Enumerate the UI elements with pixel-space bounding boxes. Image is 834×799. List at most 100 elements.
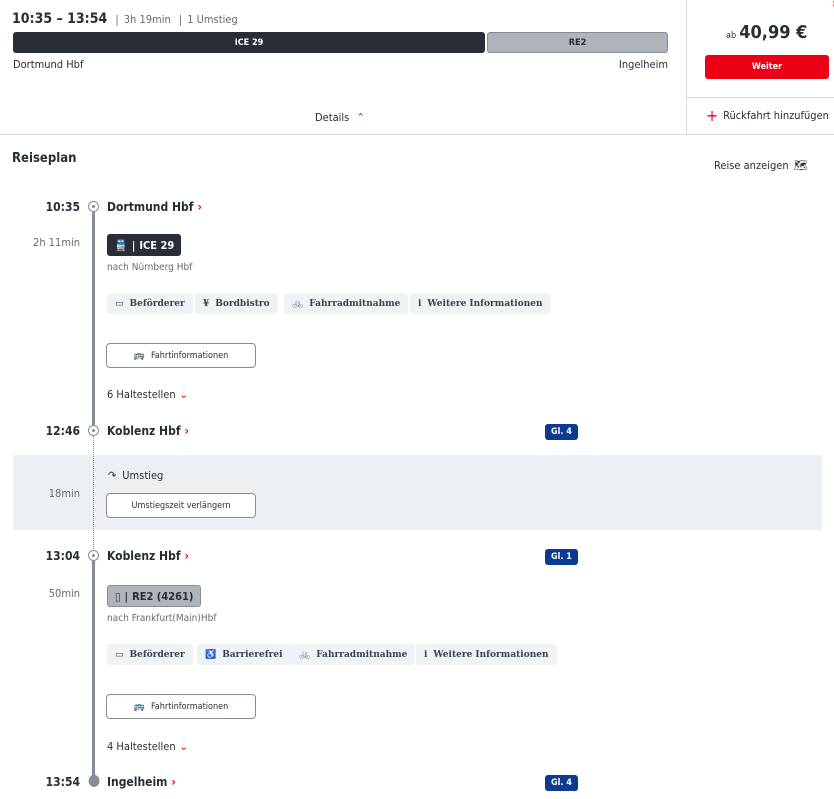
button-label: Fahrtinformationen [150,350,229,361]
transfer-icon: ↷ [108,469,117,482]
chip-bike[interactable]: 🚲 Fahrradmitnahme [284,293,409,314]
stops-toggle[interactable]: 6 Haltestellen ⌄ [107,388,188,401]
bus-icon: ▭ [115,649,124,660]
trip-info-icon: 🚌 [133,350,145,361]
add-return-label: Rückfahrt hinzufügen [723,109,829,122]
stops-label: 6 Haltestellen [107,388,176,401]
stops-label: 4 Haltestellen [107,740,176,753]
stops-toggle[interactable]: 4 Haltestellen ⌄ [107,740,188,753]
price: ab 40,99 € [726,22,807,43]
dep-time: 13:04 [45,549,80,563]
station-name: Ingelheim [107,775,168,789]
info-icon: i [424,649,428,660]
continue-button[interactable]: Weiter [705,55,829,79]
arr-time: 12:46 [45,424,80,438]
chevron-right-icon: › [171,775,176,789]
chip-label: Bordbistro [215,298,270,309]
chip-label: Fahrradmitnahme [316,649,408,660]
duration: 3h 19min [123,13,171,26]
station-link[interactable]: Ingelheim › [107,775,176,789]
show-trip-label: Reise anzeigen [714,159,789,172]
direction: nach Frankfurt(Main)Hbf [107,613,217,624]
segment-ice: ICE 29 [13,32,485,53]
stop-icon [88,425,99,436]
bus-icon: ▭ [115,298,124,309]
train-badge[interactable]: 🚆 | ICE 29 [107,234,182,256]
transfers: 1 Umstieg [187,13,238,26]
station-name: Dortmund Hbf [107,200,194,214]
chevron-down-icon: ⌄ [179,388,188,401]
button-label: Fahrtinformationen [150,701,229,712]
chevron-up-icon: ⌃ [356,111,365,124]
add-return-button[interactable]: + Rückfahrt hinzufügen [706,105,829,125]
chip-label: Beförderer [129,649,185,660]
more-icon[interactable]: ⋮ [829,0,834,8]
time-range: 10:35 – 13:54 [12,11,108,27]
train-name: RE2 (4261) [132,589,194,603]
station-link[interactable]: Dortmund Hbf › [107,200,202,214]
destination: Ingelheim [618,58,668,71]
chip-bike[interactable]: 🚲 Fahrradmitnahme [291,644,416,665]
platform-badge: Gl. 4 [545,424,578,440]
chip-label: Fahrradmitnahme [309,298,401,309]
cutlery-icon: ¥ [203,298,210,309]
timeline [92,561,95,779]
origin: Dortmund Hbf [13,58,84,71]
connection-summary: 10:35 – 13:54 | 3h 19min | 1 Umstieg [12,11,238,27]
stop-icon [88,201,99,212]
trip-info-icon: 🚌 [133,701,145,712]
platform-badge: Gl. 4 [545,775,578,791]
divider [686,97,834,98]
divider [0,134,834,135]
timeline [92,212,95,430]
bike-icon: 🚲 [299,649,311,660]
bike-icon: 🚲 [292,298,304,309]
trip-info-button[interactable]: 🚌 Fahrtinformationen [106,343,256,368]
trip-info-button[interactable]: 🚌 Fahrtinformationen [106,694,256,719]
train-name: ICE 29 [139,238,175,252]
station-link[interactable]: Koblenz Hbf › [107,424,189,438]
plus-icon: + [706,105,719,125]
transfer-duration: 18min [48,487,80,500]
chip-info[interactable]: i Weitere Informationen [410,293,551,314]
divider [686,0,687,134]
dep-time: 10:35 [45,200,80,214]
extend-transfer-button[interactable]: Umstiegszeit verlängern [106,493,256,518]
platform-badge: Gl. 1 [545,549,578,565]
leg-duration: 2h 11min [33,236,80,249]
train-icon: ▯ [115,589,121,603]
page-title: Reiseplan [12,151,77,166]
show-trip-button[interactable]: Reise anzeigen 🗺 [714,159,808,172]
stop-icon [88,550,99,561]
chip-label: Weitere Informationen [427,298,543,309]
direction: nach Nürnberg Hbf [107,262,193,273]
segment-re: RE2 [487,32,668,53]
wheelchair-icon: ♿ [205,649,217,660]
chip-label: Weitere Informationen [433,649,549,660]
chip-carrier[interactable]: ▭ Beförderer [107,644,193,665]
station-name: Koblenz Hbf [107,424,181,438]
info-icon: i [418,298,422,309]
station-link[interactable]: Koblenz Hbf › [107,549,189,563]
destination-pin-icon: ⬤ [88,773,101,787]
transfer-label: ↷ Umstieg [108,469,163,482]
chip-accessible[interactable]: ♿ Barrierefrei [197,644,291,665]
chip-label: Barrierefrei [222,649,283,660]
timeline-transfer [93,436,94,553]
map-icon: 🗺 [793,159,808,172]
chevron-right-icon: › [197,200,202,214]
chip-label: Beförderer [129,298,185,309]
leg-duration: 50min [48,587,80,600]
arr-time: 13:54 [45,775,80,789]
chip-carrier[interactable]: ▭ Beförderer [107,293,193,314]
price-amount: 40,99 € [739,22,808,43]
chevron-down-icon: ⌄ [179,740,188,753]
chevron-right-icon: › [184,549,189,563]
train-badge[interactable]: ▯ | RE2 (4261) [107,585,202,607]
details-label: Details [315,111,350,124]
chip-bistro[interactable]: ¥ Bordbistro [195,293,278,314]
train-icon: 🚆 [114,238,128,252]
transfer-text: Umstieg [122,469,164,482]
details-toggle[interactable]: Details ⌃ [315,111,365,124]
chip-info[interactable]: i Weitere Informationen [416,644,557,665]
